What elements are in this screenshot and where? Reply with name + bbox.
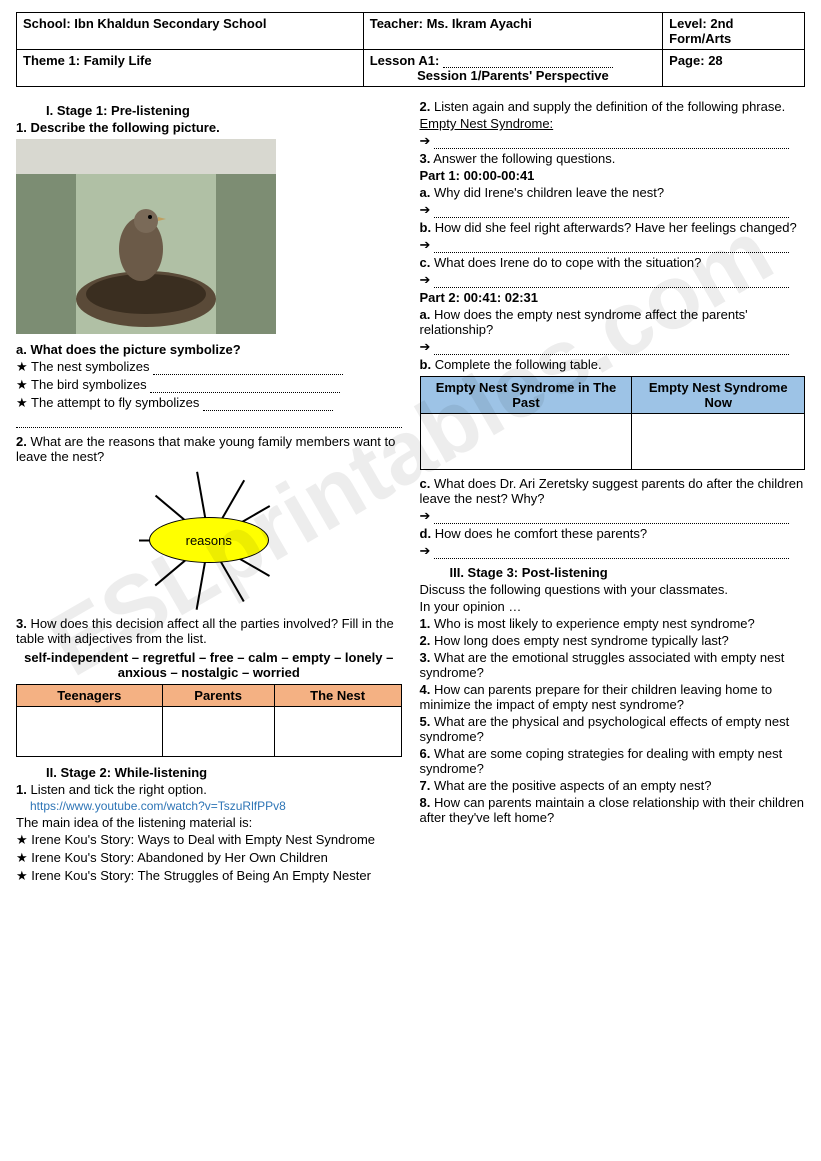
opt1[interactable]: ★ Irene Kou's Story: Ways to Deal with E… <box>16 832 402 848</box>
p1c-blank[interactable] <box>434 276 789 288</box>
sym3-blank2[interactable] <box>16 416 402 428</box>
theme-value: Family Life <box>84 53 152 68</box>
sym1-blank[interactable] <box>153 363 343 375</box>
t2-h2: Empty Nest Syndrome Now <box>632 377 805 414</box>
s3-q2: How long does empty nest syndrome typica… <box>434 633 729 648</box>
t2-h1: Empty Nest Syndrome in The Past <box>420 377 632 414</box>
sym3-blank[interactable] <box>203 399 333 411</box>
stage3-title: III. Stage 3: Post-listening <box>450 565 806 580</box>
opt2[interactable]: ★ Irene Kou's Story: Abandoned by Her Ow… <box>16 850 402 866</box>
s3-q7: What are the positive aspects of an empt… <box>434 778 711 793</box>
left-column: I. Stage 1: Pre-listening 1. Describe th… <box>16 97 402 886</box>
lesson-label: Lesson A1: <box>370 53 440 68</box>
teacher-label: Teacher: <box>370 16 423 31</box>
sym3: ★ The attempt to fly symbolizes <box>16 395 199 410</box>
phrase-label: Empty Nest Syndrome: <box>420 116 554 131</box>
p2a: How does the empty nest syndrome affect … <box>420 307 748 337</box>
s1-q3: How does this decision affect all the pa… <box>16 616 394 646</box>
t2-c1[interactable] <box>420 414 632 470</box>
p2d-blank[interactable] <box>434 547 789 559</box>
p1b-blank[interactable] <box>434 241 789 253</box>
school-label: School: <box>23 16 71 31</box>
bird-nest-image <box>16 139 276 334</box>
sym1: ★ The nest symbolizes <box>16 359 150 374</box>
p1b: How did she feel right afterwards? Have … <box>435 220 797 235</box>
syndrome-table: Empty Nest Syndrome in The Past Empty Ne… <box>420 376 806 470</box>
reasons-oval: reasons <box>149 517 269 563</box>
t1-h3: The Nest <box>274 685 401 707</box>
adjective-list: self-independent – regretful – free – ca… <box>16 650 402 680</box>
sym2: ★ The bird symbolizes <box>16 377 147 392</box>
stage2-title: II. Stage 2: While-listening <box>46 765 402 780</box>
p2c: What does Dr. Ari Zeretsky suggest paren… <box>420 476 804 506</box>
s1-q1: 1. Describe the following picture. <box>16 120 220 135</box>
opt3[interactable]: ★ Irene Kou's Story: The Struggles of Be… <box>16 868 402 884</box>
adjectives-table: Teenagers Parents The Nest <box>16 684 402 757</box>
p1a: Why did Irene's children leave the nest? <box>434 185 664 200</box>
p2b: Complete the following table. <box>435 357 602 372</box>
school-value: Ibn Khaldun Secondary School <box>74 16 266 31</box>
s1-q2: What are the reasons that make young fam… <box>16 434 395 464</box>
lesson-blank[interactable] <box>443 56 613 68</box>
s3-intro1: Discuss the following questions with you… <box>420 582 806 597</box>
session-value: Session 1/Parents' Perspective <box>417 68 609 83</box>
page-label-hdr: Page: <box>669 53 704 68</box>
part1-label: Part 1: 00:00-00:41 <box>420 168 535 183</box>
s3-intro2: In your opinion … <box>420 599 806 614</box>
t1-c1[interactable] <box>17 707 163 757</box>
p1c: What does Irene do to cope with the situ… <box>434 255 701 270</box>
stage1-title: I. Stage 1: Pre-listening <box>46 103 402 118</box>
part2-label: Part 2: 00:41: 02:31 <box>420 290 539 305</box>
p2a-blank[interactable] <box>434 343 789 355</box>
s3-q4: How can parents prepare for their childr… <box>420 682 773 712</box>
p1a-blank[interactable] <box>434 206 789 218</box>
phrase-blank[interactable] <box>434 137 789 149</box>
t1-c3[interactable] <box>274 707 401 757</box>
level-label: Level: <box>669 16 707 31</box>
right-column: 2. Listen again and supply the definitio… <box>420 97 806 886</box>
youtube-link[interactable]: https://www.youtube.com/watch?v=TszuRlfP… <box>30 799 402 813</box>
sym2-blank[interactable] <box>150 381 340 393</box>
s2-q2: Listen again and supply the definition o… <box>434 99 785 114</box>
t1-h1: Teenagers <box>17 685 163 707</box>
teacher-value: Ms. Ikram Ayachi <box>427 16 532 31</box>
main-idea: The main idea of the listening material … <box>16 815 402 830</box>
p2d: How does he comfort these parents? <box>435 526 647 541</box>
header-table: School: Ibn Khaldun Secondary School Tea… <box>16 12 805 87</box>
t1-c2[interactable] <box>162 707 274 757</box>
s3-q6: What are some coping strategies for deal… <box>420 746 783 776</box>
s3-q1: Who is most likely to experience empty n… <box>434 616 755 631</box>
s3-q5: What are the physical and psychological … <box>420 714 790 744</box>
page-value: 28 <box>708 53 722 68</box>
t1-h2: Parents <box>162 685 274 707</box>
s3-q3: What are the emotional struggles associa… <box>420 650 785 680</box>
p2c-blank[interactable] <box>434 512 789 524</box>
s2-q1: Listen and tick the right option. <box>30 782 206 797</box>
reasons-diagram: reasons <box>49 470 369 610</box>
s2-q3: Answer the following questions. <box>433 151 615 166</box>
theme-label: Theme 1: <box>23 53 80 68</box>
s1-qa: a. What does the picture symbolize? <box>16 342 241 357</box>
t2-c2[interactable] <box>632 414 805 470</box>
s3-q8: How can parents maintain a close relatio… <box>420 795 804 825</box>
